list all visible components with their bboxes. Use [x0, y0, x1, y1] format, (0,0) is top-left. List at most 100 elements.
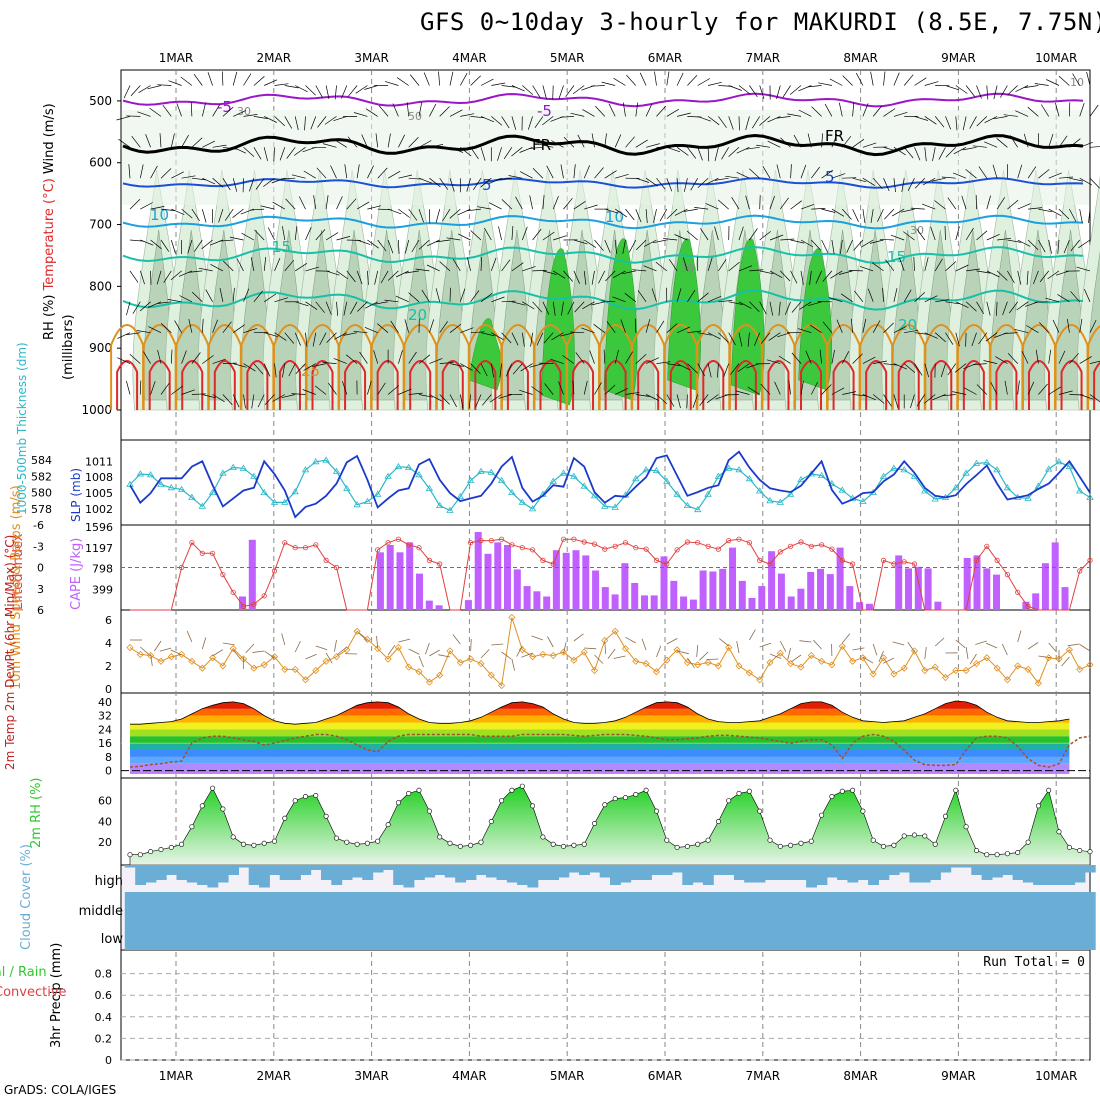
rh-point	[674, 844, 680, 850]
wind-barb	[222, 71, 224, 86]
cloud-bar-low	[857, 920, 869, 950]
cloud-bar-middle	[434, 892, 446, 920]
isotherm-30	[1027, 360, 1050, 410]
wind-barb	[608, 103, 616, 117]
wind-barb	[365, 108, 378, 117]
wind-barb-10m	[315, 645, 328, 651]
li-point	[333, 564, 340, 571]
wind-barb	[985, 332, 998, 342]
wind-barb	[190, 102, 193, 117]
wind-barb	[1014, 328, 1029, 334]
cape-bar	[562, 552, 570, 610]
wind-barb	[132, 301, 141, 314]
wind-speed-point	[477, 660, 485, 668]
wind-barb	[356, 201, 370, 210]
wind-barb	[452, 258, 461, 272]
thickness-point	[435, 501, 444, 508]
rh-point	[313, 792, 319, 798]
wind-barb	[449, 178, 455, 192]
wind-barb	[170, 239, 176, 254]
wind-barb	[1046, 79, 1060, 86]
wind-barb	[305, 85, 316, 96]
li-point	[684, 539, 691, 545]
isotherm-25	[891, 324, 926, 410]
temp-line	[130, 700, 1070, 725]
li-point	[818, 542, 825, 548]
wind-barb	[567, 301, 575, 315]
wind-barb	[396, 77, 409, 86]
wind-barb	[1038, 169, 1050, 179]
wind-barb	[738, 85, 751, 95]
cloud-level-label: middle	[79, 904, 123, 919]
wind-barb	[294, 116, 299, 131]
wind-barb-10m	[425, 642, 430, 655]
wind-barb	[1000, 85, 1008, 98]
rh-point	[447, 840, 453, 846]
wind-barb-10m	[408, 648, 420, 655]
wind-barb	[178, 270, 193, 277]
wind-barb	[1079, 102, 1085, 117]
wind-barb	[622, 239, 626, 254]
li-point	[323, 557, 329, 564]
wind-speed-point	[539, 650, 547, 658]
cloud-bar-middle	[176, 892, 188, 920]
wind-barb-10m	[511, 658, 515, 671]
wind-barb	[983, 360, 998, 364]
li-point	[1087, 557, 1093, 564]
x-tick-label-top: 9MAR	[941, 51, 976, 65]
wind-barb	[1016, 301, 1029, 311]
wind-speed-point	[446, 647, 454, 655]
wind-barb	[470, 331, 485, 334]
wind-barb	[656, 361, 671, 364]
wind-barb	[1002, 301, 1008, 316]
cloud-bar-low	[382, 920, 394, 950]
wind-barb	[614, 239, 617, 254]
cloud-bar-low	[321, 920, 332, 950]
wind-barb	[343, 301, 348, 316]
rh-point	[509, 787, 515, 793]
li-point	[230, 589, 236, 595]
wind-barb-10m	[491, 643, 504, 646]
rh-point	[953, 787, 959, 793]
isotherm-30	[148, 360, 171, 410]
wind-barb	[126, 380, 131, 395]
rh-point	[406, 790, 412, 796]
wind-barb-10m	[1079, 644, 1091, 652]
cloud-bar-low	[434, 920, 446, 950]
wind-barb	[1048, 208, 1062, 217]
wind-barb-10m	[1038, 655, 1051, 659]
cloud-level-label: high	[95, 874, 123, 889]
wind-barb	[273, 147, 275, 162]
rh-point	[1025, 839, 1031, 845]
wind-barb	[243, 147, 255, 157]
cloud-bar-middle	[238, 892, 250, 920]
wind-barb	[336, 196, 343, 210]
cape-bar	[416, 573, 423, 610]
cloud-bar-low	[1002, 920, 1014, 950]
wind-barb	[291, 393, 306, 395]
wind-barb	[972, 363, 987, 365]
wind-barb	[676, 363, 690, 371]
wind-barb	[800, 164, 807, 179]
wind-barb	[563, 270, 573, 282]
wind-barb	[1058, 75, 1070, 86]
cape-bar	[865, 603, 873, 610]
thickness-point	[456, 492, 465, 500]
wind-barb	[1079, 141, 1093, 148]
wind-barb	[223, 260, 234, 272]
wind-barb-10m	[625, 636, 636, 644]
wind-barb-10m	[841, 633, 851, 644]
wind-barb	[862, 142, 877, 148]
cloud-bar-middle	[548, 892, 559, 920]
wind-barb	[325, 301, 332, 315]
contour-label: 5	[482, 176, 492, 194]
wind-speed-point	[632, 657, 640, 665]
wind-barb	[392, 103, 399, 117]
li-point	[509, 542, 515, 548]
cape-bar	[797, 588, 805, 610]
thickness-point	[1044, 465, 1053, 472]
wind-barb	[877, 208, 884, 222]
isotherm-25	[370, 324, 405, 410]
wind-barb	[697, 78, 711, 86]
rh-point	[571, 842, 577, 848]
